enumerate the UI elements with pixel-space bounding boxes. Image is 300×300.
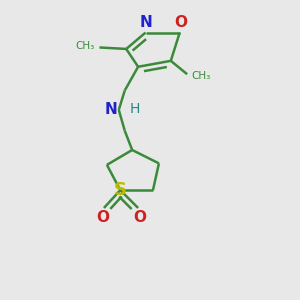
Text: O: O <box>96 210 109 225</box>
Text: CH₃: CH₃ <box>76 41 95 51</box>
Text: N: N <box>105 102 117 117</box>
Text: H: H <box>129 102 140 116</box>
Text: O: O <box>133 210 146 225</box>
Text: N: N <box>139 15 152 30</box>
Text: S: S <box>114 181 127 199</box>
Text: O: O <box>175 15 188 30</box>
Text: CH₃: CH₃ <box>192 71 211 81</box>
